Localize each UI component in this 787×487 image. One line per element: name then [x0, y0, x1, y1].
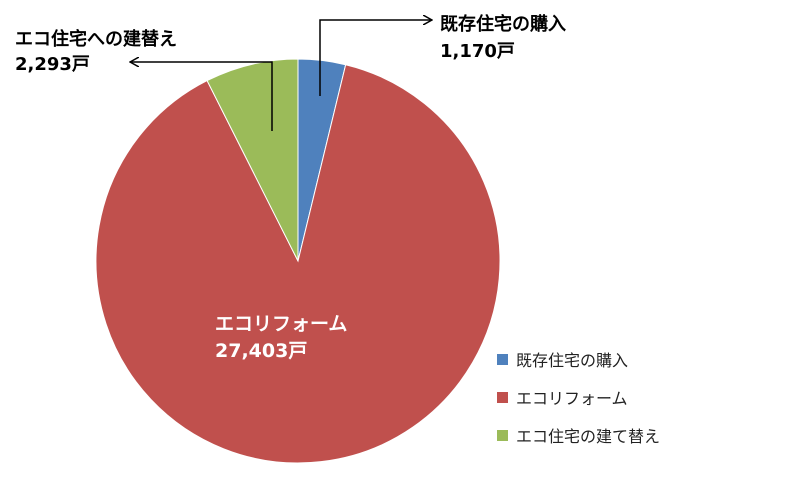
legend-item-purchase: 既存住宅の購入: [497, 340, 660, 378]
legend-label-purchase: 既存住宅の購入: [516, 351, 629, 370]
legend-swatch-reform: [497, 391, 508, 403]
data-label-rebuild-value: 2,293戸: [15, 54, 90, 75]
pie-slice-rebuild: [206, 58, 299, 262]
legend-swatch-purchase: [497, 353, 508, 365]
callout-leader-rebuild: [130, 62, 273, 131]
data-label-reform-value: 27,403戸: [215, 340, 307, 362]
callout-leader-purchase: [319, 20, 432, 96]
legend-label-reform: エコリフォーム: [516, 389, 628, 408]
data-label-purchase-value: 1,170戸: [440, 41, 515, 62]
legend-swatch-rebuild: [497, 429, 508, 441]
pie-slice-reform: [95, 64, 501, 464]
legend: 既存住宅の購入 エコリフォーム エコ住宅の建て替え: [497, 340, 660, 454]
data-label-reform-name: エコリフォーム: [215, 313, 347, 335]
data-label-rebuild-name: エコ住宅への建替え: [15, 28, 177, 50]
legend-label-rebuild: エコ住宅の建て替え: [516, 427, 661, 446]
legend-item-reform: エコリフォーム: [497, 378, 660, 416]
data-label-purchase-name: 既存住宅の購入: [440, 13, 566, 35]
legend-item-rebuild: エコ住宅の建て替え: [497, 416, 660, 454]
